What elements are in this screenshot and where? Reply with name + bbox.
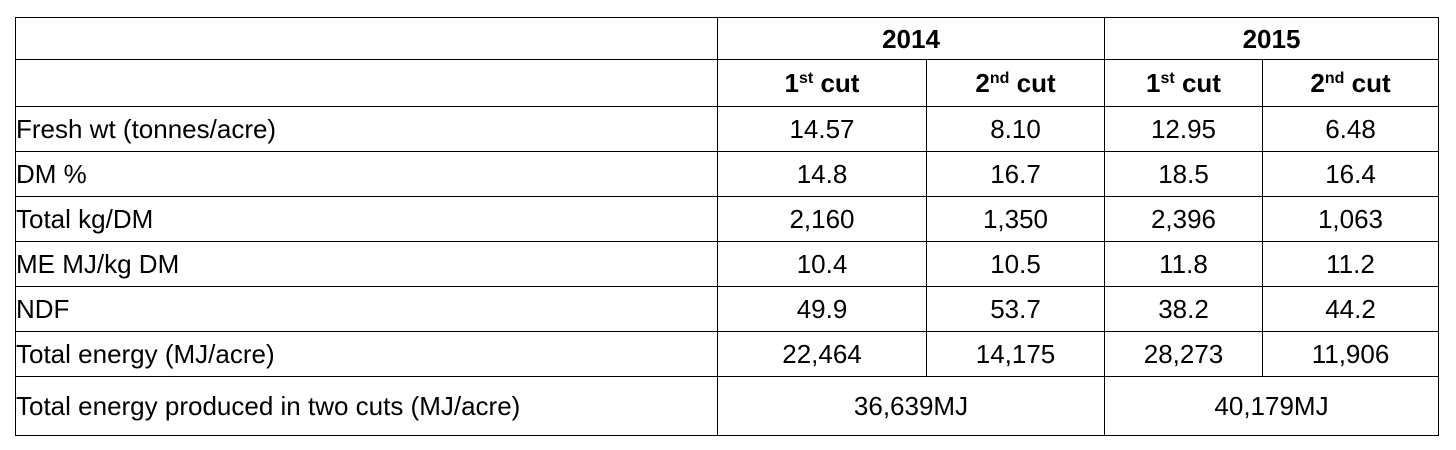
cut-number: 2 <box>1310 68 1325 98</box>
cut-header: 2nd cut <box>926 59 1105 107</box>
table-cell: 16.7 <box>926 151 1105 197</box>
year-header-2014: 2014 <box>717 17 1105 60</box>
cut-number: 2 <box>975 68 990 98</box>
cut-word: cut <box>1174 68 1221 98</box>
row-label: ME MJ/kg DM <box>15 241 718 287</box>
empty-corner-cell <box>15 17 718 60</box>
table-cell: 14.8 <box>717 151 927 197</box>
table-cell: 44.2 <box>1262 286 1439 332</box>
table-row: NDF 49.9 53.7 38.2 44.2 <box>15 286 1439 332</box>
cut-ordinal-suffix: nd <box>989 70 1010 87</box>
empty-label-cell <box>15 59 718 107</box>
total-row-label: Total energy produced in two cuts (MJ/ac… <box>15 376 718 436</box>
table-row: Fresh wt (tonnes/acre) 14.57 8.10 12.95 … <box>15 106 1439 152</box>
table-cell: 49.9 <box>717 286 927 332</box>
table-cell: 10.5 <box>926 241 1105 287</box>
table-row: ME MJ/kg DM 10.4 10.5 11.8 11.2 <box>15 241 1439 287</box>
row-label: Total energy (MJ/acre) <box>15 331 718 377</box>
table-row: Total kg/DM 2,160 1,350 2,396 1,063 <box>15 196 1439 242</box>
table-cell: 6.48 <box>1262 106 1439 152</box>
table-cell: 8.10 <box>926 106 1105 152</box>
cut-number: 1 <box>1146 68 1161 98</box>
table-row: Total energy (MJ/acre) 22,464 14,175 28,… <box>15 331 1439 377</box>
table-cell: 11.8 <box>1104 241 1263 287</box>
table-cell: 1,063 <box>1262 196 1439 242</box>
table-cell: 11,906 <box>1262 331 1439 377</box>
row-label: Fresh wt (tonnes/acre) <box>15 106 718 152</box>
year-header-row: 2014 2015 <box>15 17 1439 60</box>
cut-ordinal-suffix: st <box>1160 70 1175 87</box>
table-cell: 53.7 <box>926 286 1105 332</box>
total-row: Total energy produced in two cuts (MJ/ac… <box>15 376 1439 436</box>
table-cell: 22,464 <box>717 331 927 377</box>
table-cell: 1,350 <box>926 196 1105 242</box>
cut-header: 2nd cut <box>1262 59 1439 107</box>
cut-ordinal-suffix: nd <box>1324 70 1345 87</box>
cut-word: cut <box>1344 68 1391 98</box>
table-cell: 10.4 <box>717 241 927 287</box>
cut-header-row: 1st cut 2nd cut 1st cut 2nd cut <box>15 59 1439 107</box>
row-label: Total kg/DM <box>15 196 718 242</box>
table-cell: 28,273 <box>1104 331 1263 377</box>
table-cell: 11.2 <box>1262 241 1439 287</box>
row-label: DM % <box>15 151 718 197</box>
table-cell: 14,175 <box>926 331 1105 377</box>
cut-word: cut <box>813 68 860 98</box>
cut-word: cut <box>1009 68 1056 98</box>
row-label: NDF <box>15 286 718 332</box>
data-table: 2014 2015 1st cut 2nd cut 1st cut 2nd cu… <box>15 17 1439 436</box>
table-cell: 16.4 <box>1262 151 1439 197</box>
table-row: DM % 14.8 16.7 18.5 16.4 <box>15 151 1439 197</box>
table-cell: 12.95 <box>1104 106 1263 152</box>
total-2015-cell: 40,179MJ <box>1104 376 1439 436</box>
cut-header: 1st cut <box>717 59 927 107</box>
cut-ordinal-suffix: st <box>799 70 814 87</box>
table-cell: 38.2 <box>1104 286 1263 332</box>
table-cell: 14.57 <box>717 106 927 152</box>
total-2014-cell: 36,639MJ <box>717 376 1105 436</box>
table-cell: 2,160 <box>717 196 927 242</box>
cut-header: 1st cut <box>1104 59 1263 107</box>
cut-number: 1 <box>784 68 799 98</box>
table-cell: 2,396 <box>1104 196 1263 242</box>
table-cell: 18.5 <box>1104 151 1263 197</box>
year-header-2015: 2015 <box>1104 17 1439 60</box>
